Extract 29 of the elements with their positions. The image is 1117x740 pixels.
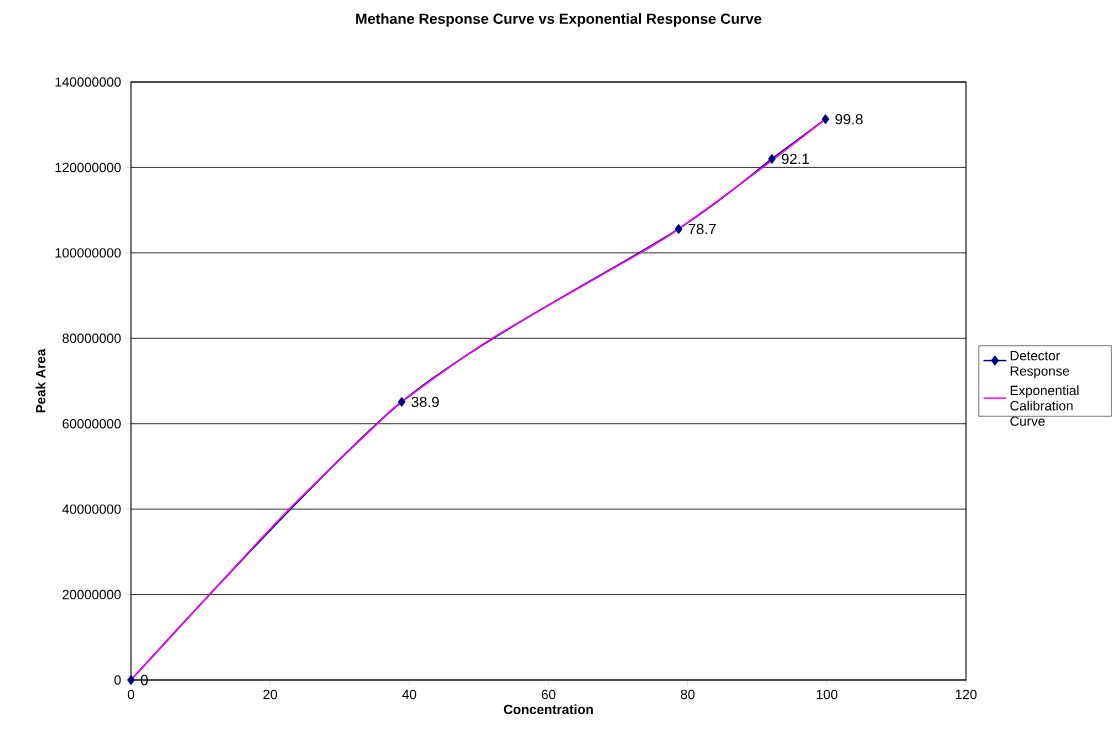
x-tick-label: 60 [541,689,556,700]
point [768,154,776,164]
chart-title: Methane Response Curve vs Exponential Response Curve [356,13,762,27]
y-tick-label: 0 [114,675,121,685]
y-tick-label: 20000000 [62,589,121,600]
y-tick-label: 100000000 [55,248,121,258]
x-axis-title: Concentration [503,704,593,715]
x-tick-label: 120 [955,689,977,700]
annotation: 92.1 [781,153,809,165]
x-tick-label: 40 [402,689,417,700]
x-tick-label: 20 [263,689,278,700]
annotation: 78.7 [688,223,716,235]
annotation: 38.9 [411,396,439,408]
point [674,224,683,234]
x-tick-label: 0 [127,689,135,700]
x-tick-label: 100 [816,689,838,700]
y-tick-label: 40000000 [62,504,121,514]
y-axis-title: Peak Area [35,348,46,413]
y-tick-label: 120000000 [55,162,121,173]
annotation: 99.8 [835,113,863,125]
x-tick-label: 80 [680,689,695,700]
point [397,397,406,407]
legend-label: Detector Response [1010,351,1070,379]
point [821,114,830,124]
point [127,675,135,685]
y-tick-label: 60000000 [62,419,121,429]
legend-label: Exponential Calibration Curve [1010,385,1079,426]
y-tick-label: 80000000 [62,333,121,343]
y-tick-label: 140000000 [55,77,121,87]
